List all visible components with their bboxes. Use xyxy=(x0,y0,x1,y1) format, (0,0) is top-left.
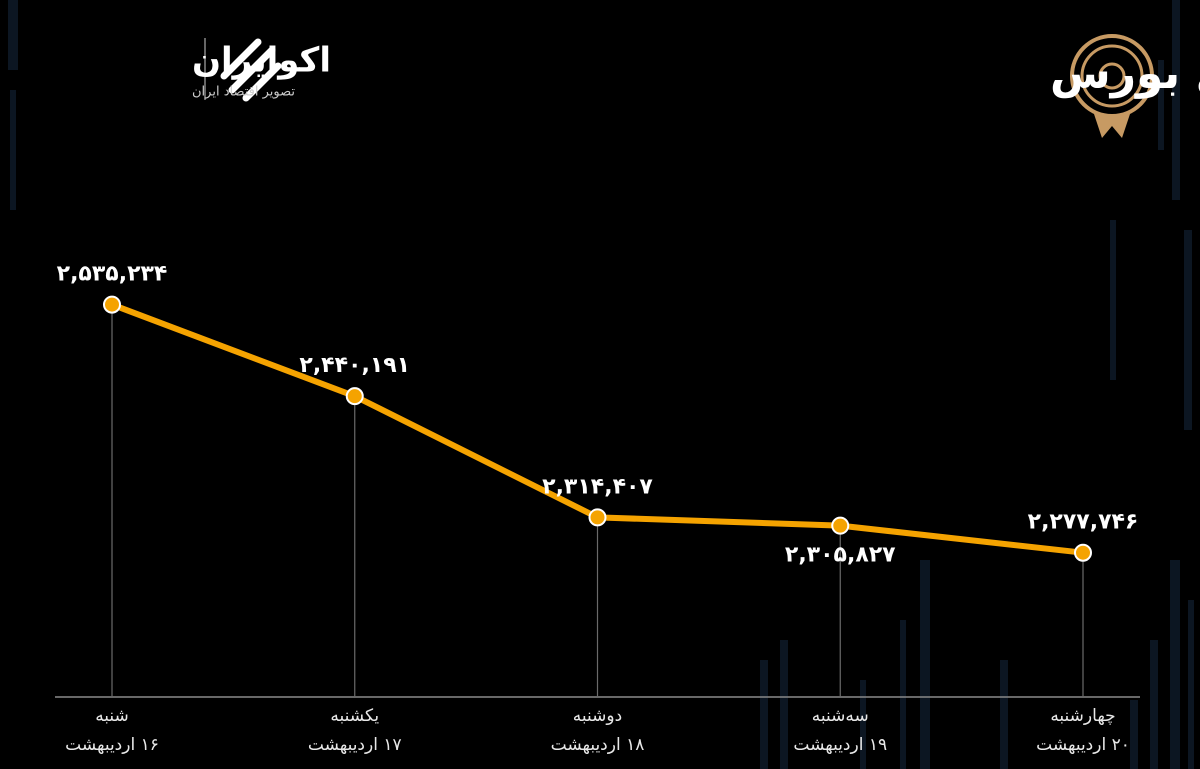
value-label: ۲,۵۳۵,۲۳۴ xyxy=(57,262,168,287)
value-label: ۲,۳۰۵,۸۲۷ xyxy=(785,543,896,568)
x-tick-label: یکشنبه xyxy=(330,706,379,726)
x-tick-date: ۱۶ اردیبهشت xyxy=(65,735,159,755)
chart-title: روند هفته شاخص کل بورس xyxy=(1050,48,1200,99)
tagline: تصویر اقتصاد ایران xyxy=(192,85,295,100)
x-tick-label: شنبه xyxy=(95,706,129,726)
emblem xyxy=(1070,34,1154,138)
x-tick-label: دوشنبه xyxy=(573,706,622,726)
x-tick-date: ۲۰ اردیبهشت xyxy=(1036,735,1130,755)
brand: اکوایران xyxy=(192,41,331,81)
x-tick-date: ۱۷ اردیبهشت xyxy=(308,735,402,755)
background-decoration xyxy=(8,0,1194,769)
x-tick-date: ۱۸ اردیبهشت xyxy=(551,735,645,755)
point xyxy=(345,387,364,406)
x-tick-date: ۱۹ اردیبهشت xyxy=(793,735,887,755)
value-label: ۲,۲۷۷,۷۴۶ xyxy=(1028,510,1139,535)
value-label: ۲,۳۱۴,۴۰۷ xyxy=(542,474,653,499)
x-tick-label: چهارشنبه xyxy=(1050,706,1115,726)
point xyxy=(588,508,607,527)
x-tick-label: سه‌شنبه xyxy=(812,706,869,726)
point xyxy=(103,295,121,314)
point xyxy=(1074,543,1092,562)
logo-mark xyxy=(220,38,282,102)
point xyxy=(831,516,850,535)
value-label: ۲,۴۴۰,۱۹۱ xyxy=(299,353,410,378)
